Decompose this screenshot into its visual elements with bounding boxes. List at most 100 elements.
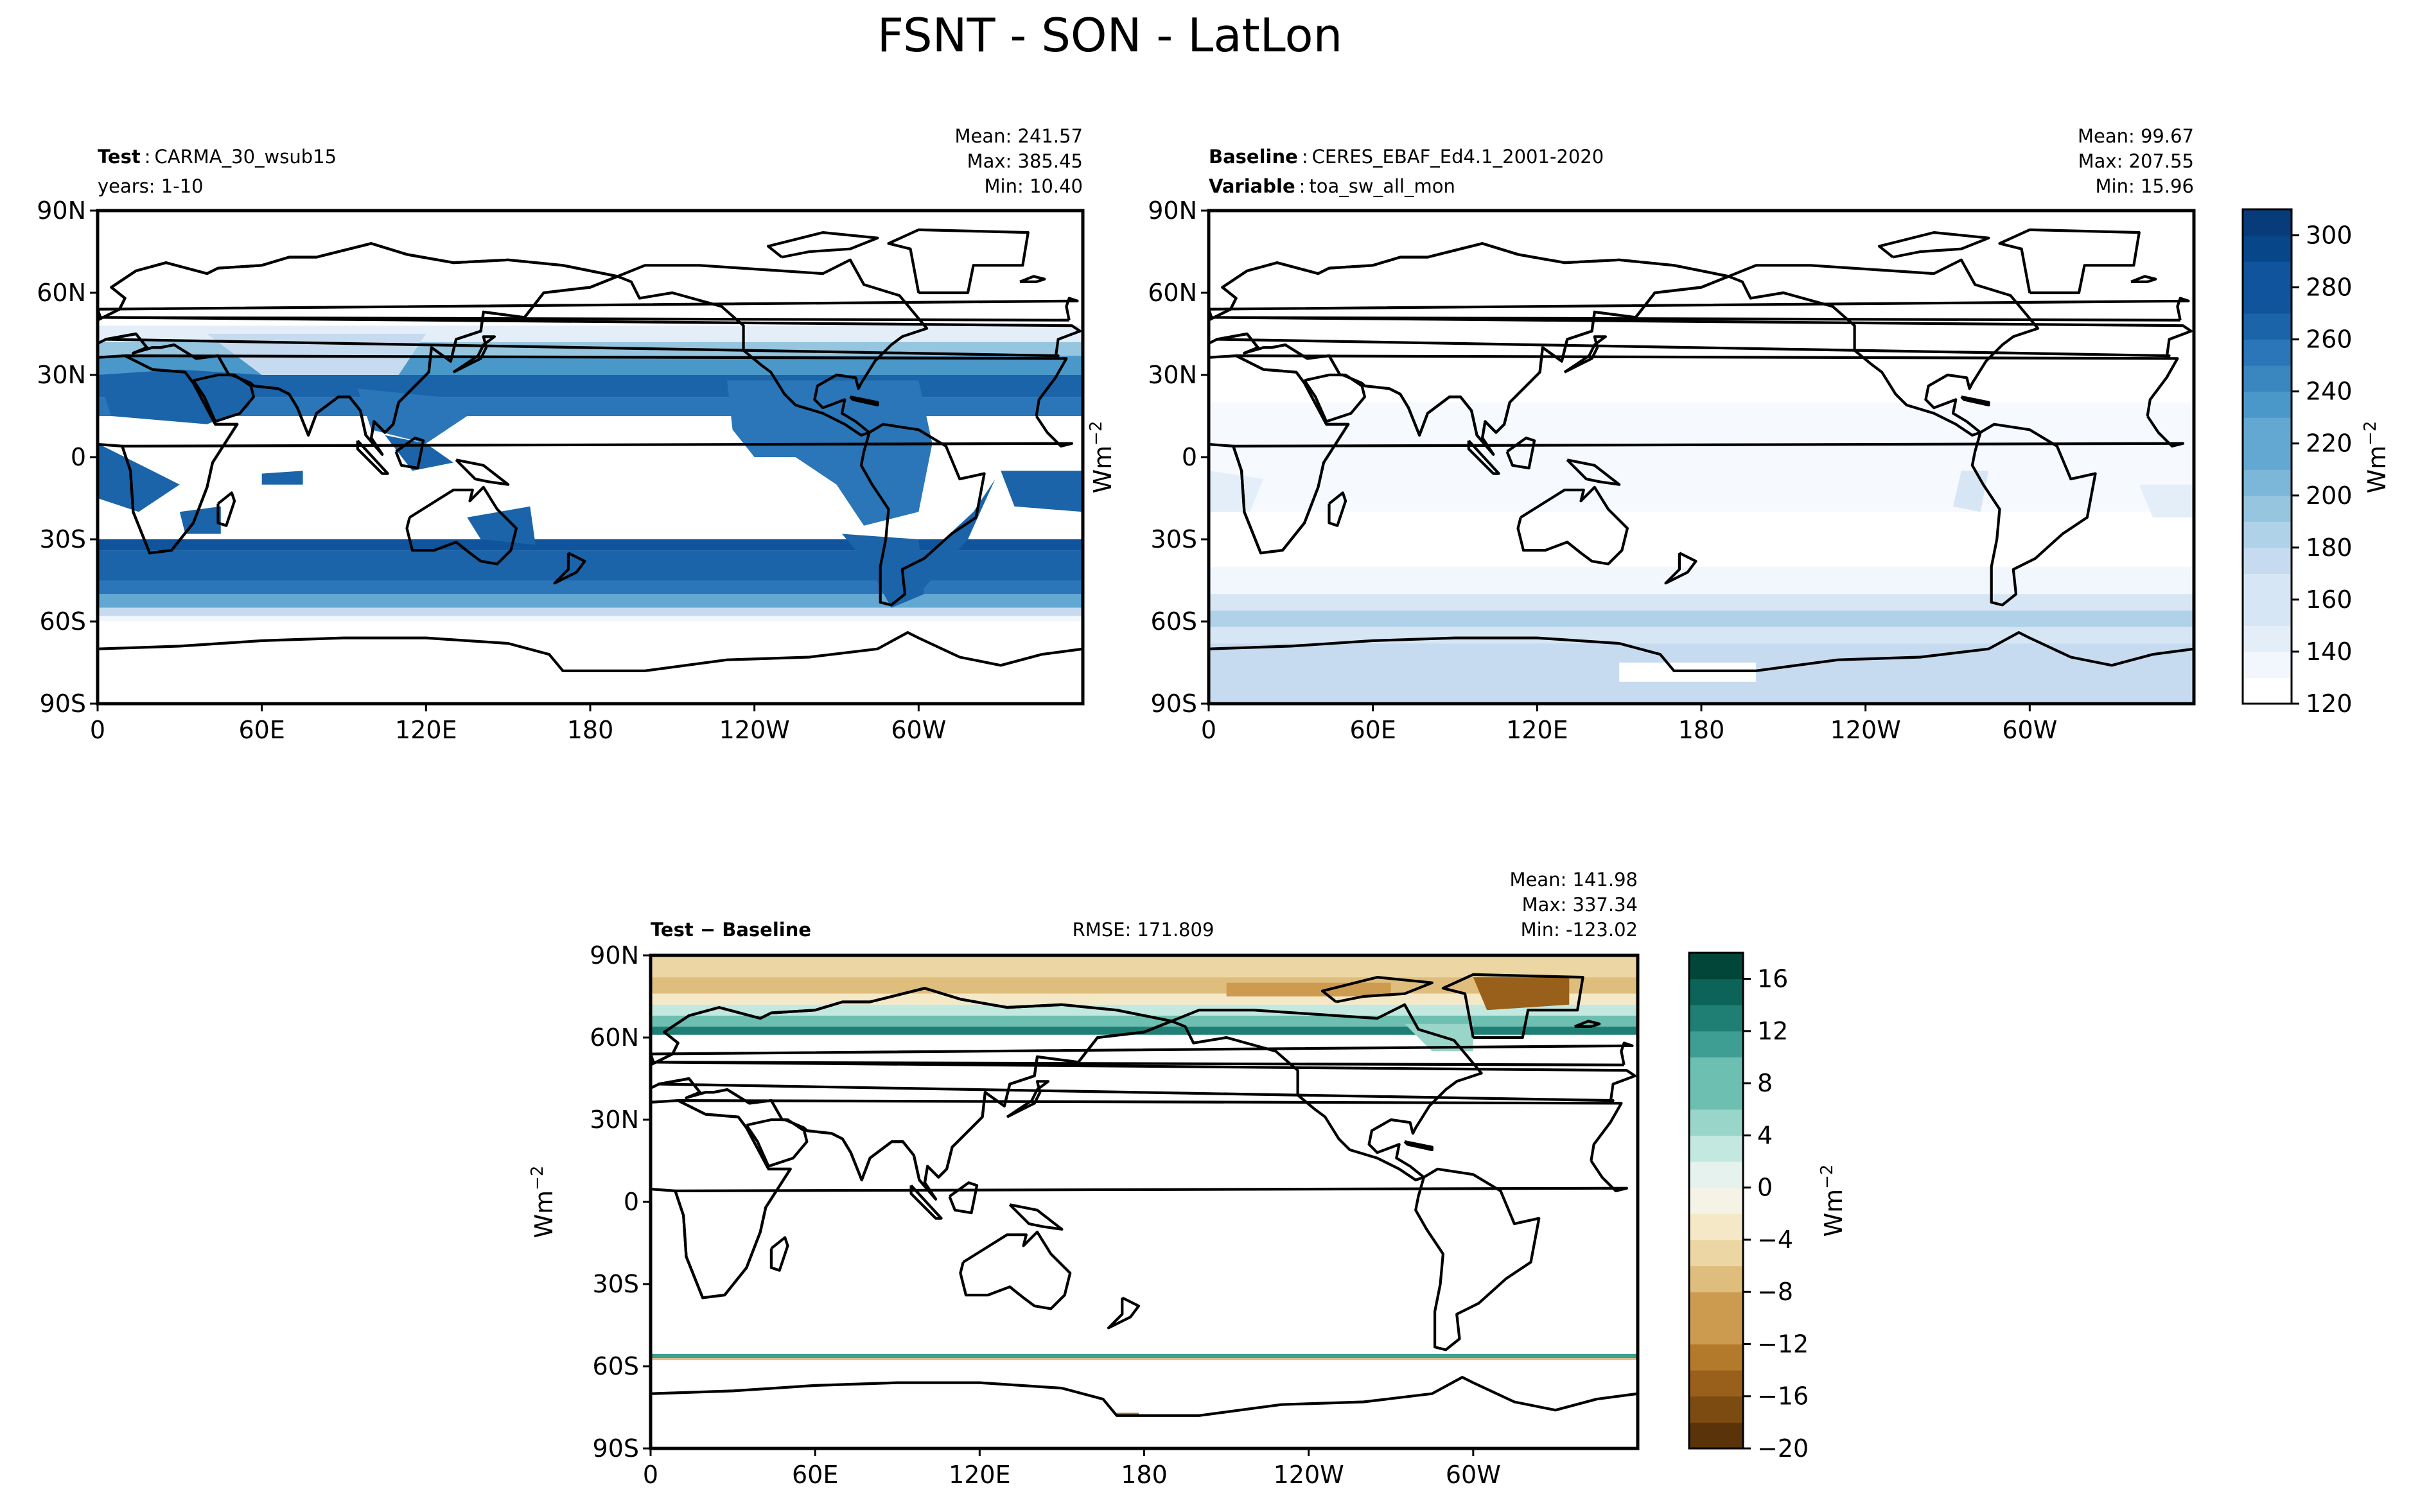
baseline-label: Baseline: CERES_EBAF_Ed4.1_2001-2020 — [1209, 146, 1604, 168]
field-band — [1209, 402, 2194, 512]
y-tick-label: 30N — [1148, 361, 1197, 389]
coastline-arabia — [192, 373, 255, 423]
coastline-arabia — [745, 1118, 809, 1168]
coastline-antarctica — [1209, 631, 2194, 704]
x-tick-label: 120W — [1274, 1461, 1344, 1489]
y-tick-label: 90S — [1151, 690, 1197, 718]
baseline-ylabel-sup: −2 — [1087, 421, 1106, 446]
baseline-label-text: CERES_EBAF_Ed4.1_2001-2020 — [1312, 146, 1604, 168]
x-tick-label: 120E — [949, 1461, 1011, 1489]
colorbar-tick-label: 0 — [1757, 1174, 1773, 1202]
field-band — [1209, 594, 2194, 611]
baseline-field — [1209, 211, 2194, 704]
coastline-uk-wrap — [651, 1051, 655, 1064]
y-tick-label: 0 — [1182, 443, 1197, 471]
test-coastlines — [98, 228, 1083, 704]
coastline-borneo — [948, 1181, 979, 1215]
field-patch-indian — [261, 471, 303, 485]
colorbar-swatch — [1689, 1344, 1743, 1371]
colorbar-tick-label: 12 — [1757, 1017, 1788, 1045]
coastline-samerica — [1414, 1167, 1541, 1351]
colorbar-swatch — [2243, 417, 2292, 444]
colorbar-swatch — [2243, 495, 2292, 522]
baseline-ylabel-text: Wm — [1089, 446, 1117, 494]
y-tick-label: 60S — [40, 607, 86, 636]
coastline-caribbean — [1403, 1140, 1433, 1151]
figure-title: FSNT - SON - LatLon — [877, 8, 1342, 62]
coastline-borneo — [1505, 437, 1536, 470]
x-tick-label: 0 — [90, 716, 105, 744]
diff-stat-min: Min: -123.02 — [1521, 919, 1638, 941]
colorbar-tick-label: 120 — [2306, 690, 2353, 718]
coastline-nz — [1107, 1296, 1141, 1330]
field-patch-greenland — [1473, 977, 1570, 1011]
diff-colorbar-label-text: Wm — [1819, 1189, 1848, 1237]
test-years: years: 1-10 — [98, 175, 204, 197]
coastline-nz — [553, 552, 586, 585]
test-label: Test: CARMA_30_wsub15 — [98, 146, 337, 168]
colorbar-swatch — [2243, 391, 2292, 418]
coastline-eurasia-wrap — [98, 242, 619, 456]
coastline-newguinea — [1566, 458, 1621, 486]
y-tick-label: 90N — [37, 196, 86, 225]
colorbar-swatch — [1689, 1370, 1743, 1397]
colorbar-swatch — [1689, 1161, 1743, 1188]
x-tick-label: 120W — [1830, 716, 1901, 744]
coastline-iceland — [1019, 275, 1046, 283]
y-tick-label: 60S — [593, 1352, 639, 1380]
diff-x-ticks: 0 60E 120E 180 120W 60W — [643, 1448, 1501, 1489]
baseline-ylabel: Wm−2 — [1087, 421, 1117, 494]
coastline-arabia — [1303, 373, 1366, 423]
colorbar-swatch — [2243, 443, 2292, 470]
field-patch-gulf-guinea — [98, 443, 180, 512]
field-patch-sea — [357, 388, 468, 444]
diff-colorbar — [1689, 953, 1743, 1449]
test-panel: 0 60E 120E 180 120W 60W 90N 60N 30N 0 30S 60S 90S T… — [37, 125, 1085, 744]
colorbar-swatch — [2243, 339, 2292, 366]
diff-field — [651, 955, 1638, 1448]
baseline-x-ticks: 0 60E 120E 180 120W 60W — [1201, 704, 2057, 744]
x-tick-label: 60W — [891, 716, 946, 744]
y-tick-label: 90N — [1148, 196, 1197, 225]
test-stat-mean: Mean: 241.57 — [955, 125, 1083, 147]
coastline-samerica — [1970, 422, 2097, 607]
y-tick-label: 30N — [590, 1106, 639, 1134]
coastline-newguinea — [1008, 1203, 1064, 1231]
y-tick-label: 30N — [37, 361, 86, 389]
x-tick-label: 180 — [1678, 716, 1725, 744]
coastline-iceland — [1574, 1020, 1601, 1028]
colorbar-swatch — [1689, 1187, 1743, 1214]
colorbar-swatch — [1689, 1317, 1743, 1344]
coastline-africa-wrap — [651, 1099, 792, 1299]
coastline-uk-wrap — [98, 306, 102, 320]
colorbar-swatch — [2243, 599, 2292, 626]
colorbar-swatch — [1689, 978, 1743, 1005]
x-tick-label: 180 — [1121, 1461, 1168, 1489]
field-bg — [98, 211, 1083, 704]
field-band — [1209, 566, 2194, 595]
field-band — [651, 1015, 1638, 1027]
coastline-australia — [959, 1230, 1072, 1310]
colorbar-tick-label: 200 — [2306, 482, 2353, 510]
baseline-variable-bold: Variable — [1209, 175, 1295, 197]
test-label-bold: Test — [98, 146, 141, 168]
field-patch-satl — [1209, 471, 1264, 512]
x-tick-label: 60E — [238, 716, 285, 744]
diff-colorbar-ticks: 16 12 8 4 0 −4 −8 −12 −16 −20 — [1743, 965, 1809, 1463]
coastline-greenland — [887, 228, 1030, 295]
colorbar-tick-label: 8 — [1757, 1069, 1773, 1097]
y-tick-label: 90S — [593, 1434, 639, 1463]
colorbar-swatch — [2243, 469, 2292, 496]
colorbar-swatch — [2243, 651, 2292, 678]
colorbar-tick-label: 300 — [2306, 222, 2353, 250]
diff-stat-max: Max: 337.34 — [1522, 894, 1638, 916]
colorbar-swatch — [2243, 235, 2292, 262]
y-tick-label: 30S — [1151, 525, 1197, 553]
coastline-borneo — [394, 437, 425, 470]
colorbar-swatch — [2243, 209, 2292, 236]
test-label-text: CARMA_30_wsub15 — [155, 146, 337, 168]
colorbar-tick-label: 240 — [2306, 378, 2353, 406]
baseline-y-ticks: 90N 60N 30N 0 30S 60S 90S — [1148, 196, 1209, 718]
x-tick-label: 60E — [792, 1461, 838, 1489]
